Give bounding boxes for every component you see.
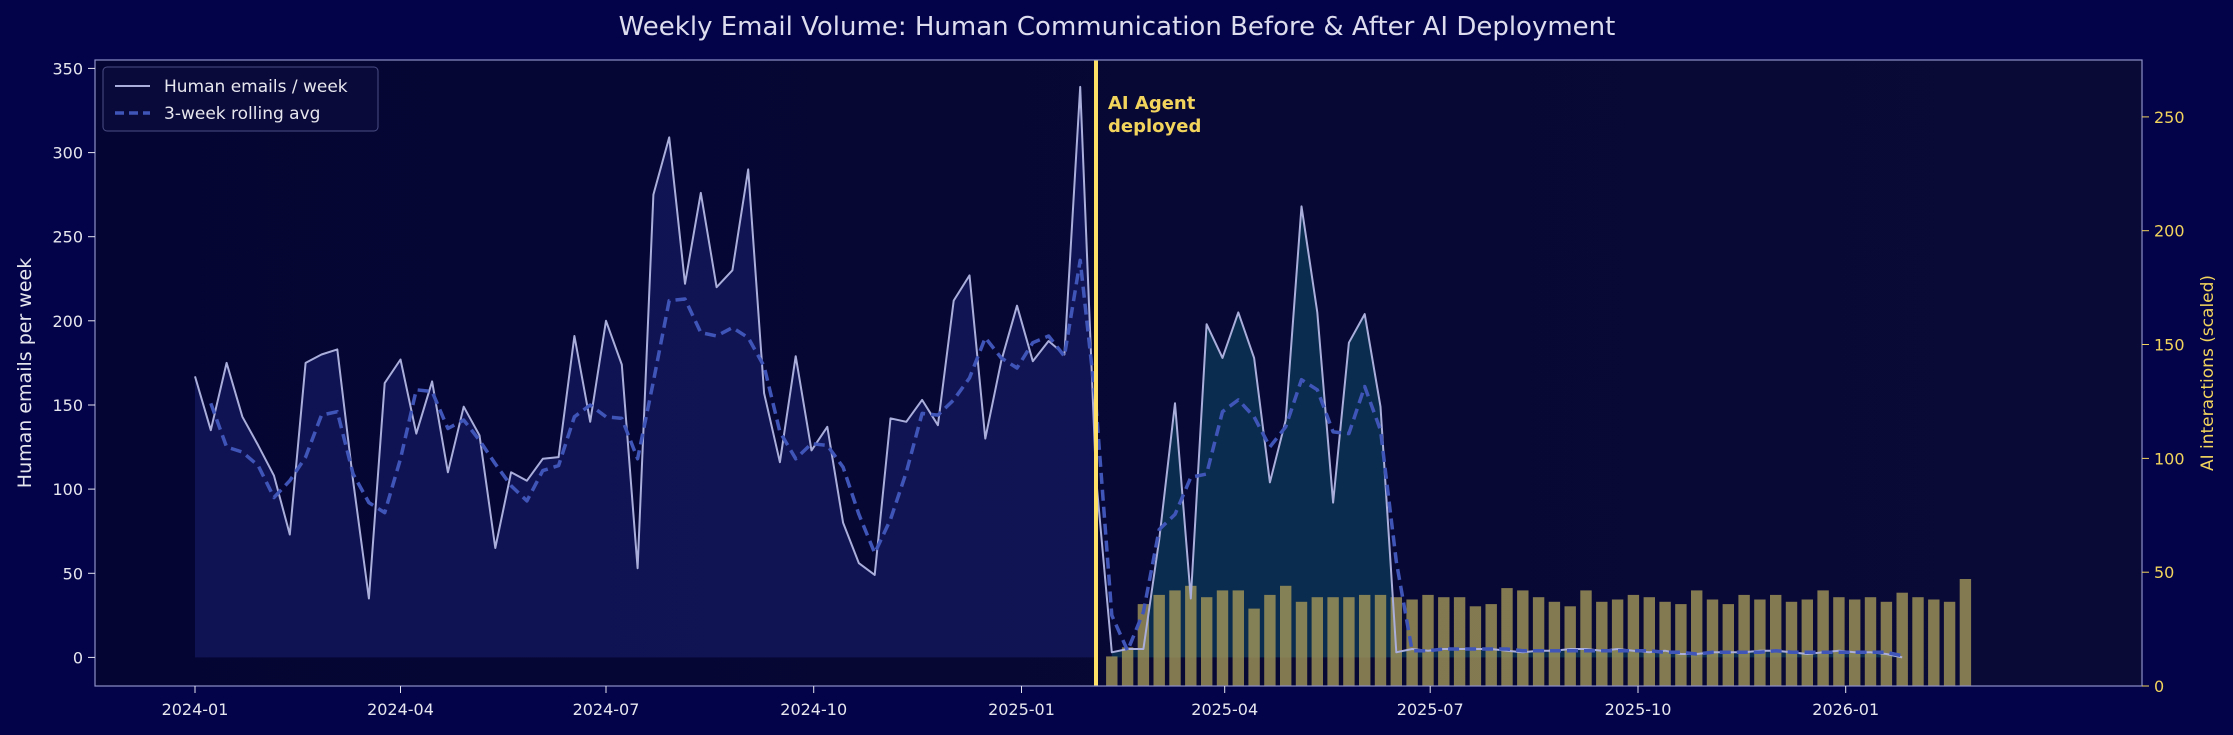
y-tick-label-right: 100 xyxy=(2154,449,2185,468)
ai-bar xyxy=(1754,599,1766,686)
y-tick-label-left: 250 xyxy=(52,228,83,247)
ai-bar xyxy=(1295,601,1308,686)
ai-bar xyxy=(1849,599,1861,686)
ai-bar xyxy=(1548,601,1561,686)
ai-bar xyxy=(1216,590,1229,686)
deployment-annotation: AI Agent deployed xyxy=(1094,60,1201,686)
y-axis-label-left: Human emails per week xyxy=(14,258,36,488)
ai-bar xyxy=(1659,601,1671,686)
rolling-avg-line xyxy=(209,258,1903,658)
legend-box xyxy=(102,66,379,132)
y-axis-label-right: AI interactions (scaled) xyxy=(2198,275,2218,471)
area-before-path xyxy=(195,86,1096,658)
x-axis-ticks: 2024-01 2024-04 2024-07 2024-10 2025-01 2025-… xyxy=(162,686,1879,719)
ai-bar xyxy=(1706,599,1719,686)
ai-bar xyxy=(1106,656,1118,686)
x-tick-label: 2025-01 xyxy=(988,700,1055,719)
y-tick-label-left: 50 xyxy=(63,564,83,583)
legend: Human emails / week 3-week rolling avg xyxy=(102,66,379,132)
ai-bar xyxy=(1517,590,1529,686)
ai-bar xyxy=(1833,597,1845,686)
ai-bar xyxy=(1817,590,1829,686)
ai-bar xyxy=(1359,594,1371,686)
left-y-axis-ticks: 0 50 100 150 200 250 300 350 xyxy=(52,59,95,667)
ai-bar xyxy=(1864,597,1877,686)
y-tick-label-left: 100 xyxy=(52,480,83,499)
x-tick-label: 2026-01 xyxy=(1812,700,1879,719)
chart-title: Weekly Email Volume: Human Communication… xyxy=(619,12,1616,42)
annotation-line-1: AI Agent xyxy=(1108,93,1196,114)
y-tick-label-right: 200 xyxy=(2154,222,2185,241)
human-emails-line xyxy=(194,85,1903,659)
ai-bar xyxy=(1532,597,1545,686)
y-tick-label-left: 300 xyxy=(52,144,83,163)
annotation-line-2: deployed xyxy=(1108,116,1201,137)
ai-bar xyxy=(1896,592,1908,686)
area-after-path xyxy=(1111,206,1903,658)
ai-bar xyxy=(1169,590,1181,686)
ai-bar xyxy=(1201,597,1213,686)
ai-bar xyxy=(1770,594,1782,686)
y-tick-label-left: 200 xyxy=(52,312,83,331)
ai-bar xyxy=(1280,585,1292,686)
ai-bar xyxy=(1264,594,1276,686)
x-tick-label: 2025-07 xyxy=(1397,700,1464,719)
ai-bar xyxy=(1327,597,1339,686)
plot-frame xyxy=(94,59,2143,687)
ai-bar xyxy=(1801,599,1813,686)
ai-bar xyxy=(1580,590,1592,686)
ai-bar xyxy=(1501,588,1513,686)
ai-bar xyxy=(1485,604,1497,686)
legend-label-human: Human emails / week xyxy=(164,77,348,97)
ai-bar xyxy=(1248,608,1260,686)
ai-bar xyxy=(1422,594,1434,686)
ai-bar xyxy=(1943,601,1956,686)
ai-bar xyxy=(1785,601,1798,686)
area-fill-before xyxy=(195,86,1096,658)
ai-bar xyxy=(1232,590,1244,686)
ai-bar xyxy=(1722,604,1734,686)
ai-bar xyxy=(1343,597,1355,686)
ai-bar xyxy=(1675,604,1687,686)
ai-bar xyxy=(1928,599,1940,686)
ai-bar xyxy=(1311,597,1323,686)
ai-bar xyxy=(1643,597,1655,686)
y-tick-label-left: 150 xyxy=(52,396,83,415)
rolling-avg-series xyxy=(209,258,1903,658)
ai-bar xyxy=(1438,597,1450,686)
ai-bar xyxy=(1185,585,1197,686)
ai-bar xyxy=(1153,594,1165,686)
y-tick-label-right: 250 xyxy=(2154,108,2185,127)
x-tick-label: 2024-01 xyxy=(162,700,229,719)
ai-bar xyxy=(1611,599,1624,686)
ai-bar xyxy=(1374,594,1387,686)
ai-bar xyxy=(1691,590,1703,686)
right-y-axis-ticks: 0 50 100 150 200 250 xyxy=(2142,108,2185,696)
ai-bar xyxy=(1738,594,1750,686)
ai-bar xyxy=(1469,606,1482,686)
x-tick-label: 2024-07 xyxy=(573,700,640,719)
y-tick-label-left: 0 xyxy=(73,648,83,667)
ai-bar xyxy=(1121,647,1134,686)
ai-bar xyxy=(1564,606,1576,686)
x-tick-label: 2025-10 xyxy=(1605,700,1672,719)
area-fill-after xyxy=(1111,206,1903,658)
human-emails-series xyxy=(194,85,1903,659)
ai-bar xyxy=(1453,597,1466,686)
ai-bar xyxy=(1959,579,1972,686)
x-tick-label: 2025-04 xyxy=(1191,700,1258,719)
y-tick-label-right: 50 xyxy=(2154,563,2174,582)
y-tick-label-right: 0 xyxy=(2154,677,2164,696)
x-tick-label: 2024-04 xyxy=(367,700,434,719)
legend-label-rolling: 3-week rolling avg xyxy=(164,104,320,124)
y-tick-label-left: 350 xyxy=(52,59,83,78)
ai-bar xyxy=(1912,597,1924,686)
y-tick-label-right: 150 xyxy=(2154,336,2185,355)
x-tick-label: 2024-10 xyxy=(780,700,847,719)
ai-bar xyxy=(1880,601,1893,686)
ai-bar xyxy=(1596,601,1608,686)
ai-bar xyxy=(1627,594,1640,686)
